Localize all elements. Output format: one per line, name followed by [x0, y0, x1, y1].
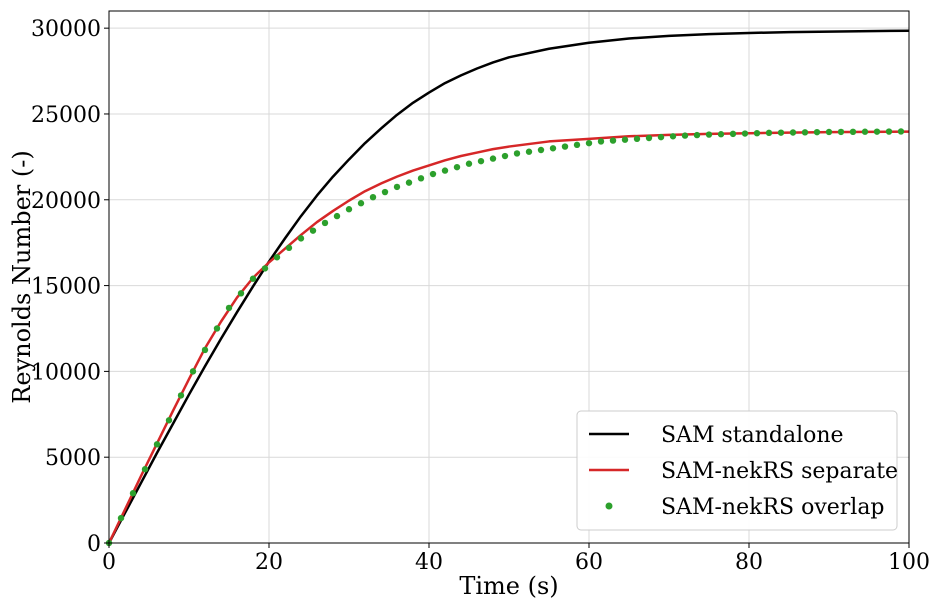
series-point	[165, 417, 173, 424]
y-axis-ticks: 0 5000 10000 15000 20000 25000 30000	[31, 17, 109, 557]
series-point	[249, 275, 257, 282]
series-point	[837, 128, 845, 136]
series-point	[141, 466, 149, 473]
series-point	[573, 141, 581, 149]
series-point	[441, 167, 449, 174]
series-point	[609, 137, 617, 144]
legend-item: SAM standalone	[589, 423, 844, 448]
series-point	[357, 200, 365, 207]
series-point	[477, 157, 485, 165]
x-axis-label: Time (s)	[459, 572, 558, 600]
series-point	[825, 128, 833, 136]
y-tick-label: 30000	[31, 17, 101, 42]
series-point	[177, 392, 185, 399]
series-point	[453, 163, 461, 171]
legend-label: SAM-nekRS separate	[661, 459, 898, 484]
series-point	[669, 133, 677, 140]
series-point	[261, 265, 269, 272]
series-point	[657, 133, 665, 141]
series-point	[489, 155, 497, 162]
series-point	[801, 129, 809, 136]
series-point	[273, 254, 281, 261]
x-tick-label: 80	[735, 550, 763, 575]
series-point	[501, 152, 509, 160]
series-point	[633, 135, 641, 143]
series-point	[597, 138, 605, 145]
y-tick-label: 5000	[45, 446, 101, 471]
series-point	[789, 129, 797, 136]
legend-label: SAM standalone	[661, 423, 844, 448]
series-point	[849, 128, 857, 136]
series-point	[549, 145, 557, 152]
series-point	[405, 179, 413, 186]
series-point	[525, 148, 533, 155]
y-tick-label: 25000	[31, 103, 101, 128]
series-point	[297, 235, 305, 242]
legend: SAM standalone SAM-nekRS separate SAM-nekR…	[576, 410, 898, 531]
series-point	[885, 128, 893, 135]
series-point	[393, 183, 401, 191]
series-point	[873, 128, 881, 135]
series-point	[513, 150, 521, 157]
series-point	[201, 346, 209, 354]
series-point	[561, 143, 569, 150]
series-point	[237, 290, 245, 297]
legend-item: SAM-nekRS overlap	[605, 495, 885, 520]
legend-box	[576, 410, 898, 531]
plot-frame	[108, 10, 910, 544]
series-point	[645, 134, 653, 142]
x-axis-ticks: 0 20 40 60 80 100	[102, 543, 930, 575]
x-tick-label: 100	[888, 550, 930, 575]
x-tick-label: 0	[102, 550, 116, 575]
series-point	[705, 131, 713, 138]
series-point	[381, 188, 389, 196]
series-layer	[105, 29, 910, 547]
legend-swatch	[605, 502, 613, 510]
series-point	[861, 128, 869, 135]
series-point	[753, 129, 761, 137]
series-point	[129, 490, 137, 497]
series-point	[465, 160, 473, 167]
x-tick-label: 60	[575, 550, 603, 575]
series-point	[333, 212, 341, 220]
legend-label: SAM-nekRS overlap	[661, 495, 885, 520]
series-point	[693, 131, 701, 139]
x-tick-label: 40	[415, 550, 443, 575]
series-point	[213, 325, 221, 332]
series-point	[189, 368, 197, 375]
series-point	[537, 146, 545, 154]
legend-item: SAM-nekRS separate	[589, 459, 898, 484]
series-point	[345, 206, 353, 213]
y-axis-label: Reynolds Number (-)	[8, 150, 36, 403]
series-line	[107, 29, 910, 544]
y-tick-label: 15000	[31, 275, 101, 300]
series-point	[429, 170, 437, 178]
y-tick-label: 20000	[31, 189, 101, 214]
series-point	[765, 129, 773, 137]
series-point	[813, 128, 821, 136]
series-2	[105, 128, 905, 547]
y-tick-label: 0	[87, 532, 101, 557]
series-point	[369, 194, 377, 201]
series-point	[777, 129, 785, 136]
series-point	[225, 304, 233, 312]
series-point	[153, 441, 161, 448]
y-tick-label: 10000	[31, 360, 101, 385]
series-point	[717, 131, 725, 138]
series-point	[309, 227, 317, 234]
x-tick-label: 20	[255, 550, 283, 575]
series-point	[621, 136, 629, 143]
series-point	[681, 132, 689, 139]
series-point	[417, 175, 425, 182]
series-point	[117, 514, 125, 522]
series-point	[585, 139, 593, 147]
series-point	[897, 128, 905, 135]
series-0	[107, 29, 910, 544]
series-point	[321, 219, 329, 227]
series-point	[741, 130, 749, 137]
series-point	[285, 244, 293, 252]
series-point	[729, 130, 737, 138]
